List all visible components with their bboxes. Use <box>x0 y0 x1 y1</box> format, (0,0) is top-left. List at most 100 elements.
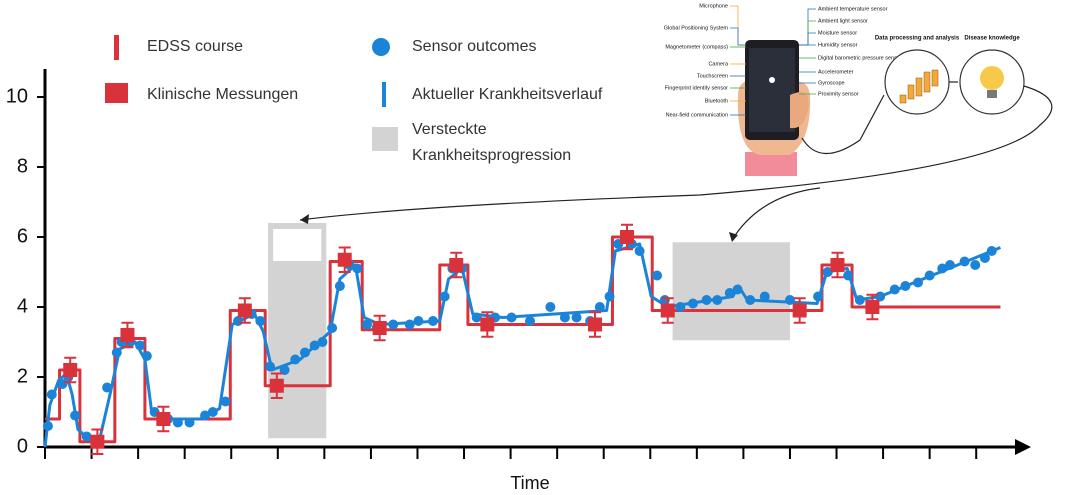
cuff <box>745 152 797 176</box>
arrow <box>732 188 820 240</box>
sensor-outcome <box>428 316 438 326</box>
clinical-measurement <box>830 258 844 272</box>
sensor-outcome <box>142 351 152 361</box>
sensor-outcome <box>970 260 980 270</box>
figure: Time 0246810MicrophoneGlobal Positioning… <box>0 0 1079 495</box>
sensor-outcome <box>560 313 570 323</box>
sensor-outcome <box>362 320 372 330</box>
boxplot-icon <box>916 78 922 96</box>
sensor-outcome <box>760 292 770 302</box>
y-tick-label: 2 <box>17 365 28 387</box>
sensor-outcome <box>388 320 398 330</box>
sensor-label: Magnetometer (compass) <box>665 44 728 50</box>
sensor-outcome <box>595 302 605 312</box>
sensor-outcome <box>525 316 535 326</box>
sensor-outcome <box>265 362 275 372</box>
sensor-label: Bluetooth <box>705 98 728 104</box>
legend-label: Aktueller Krankheitsverlauf <box>412 82 602 108</box>
legend-swatch <box>114 35 119 60</box>
sensor-label: Moisture sensor <box>818 30 857 36</box>
sensor-outcome <box>327 323 337 333</box>
clinical-measurement <box>90 435 104 449</box>
sensor-label: Proximity sensor <box>818 91 859 97</box>
sensor-outcome <box>688 299 698 309</box>
clinical-measurement <box>620 230 634 244</box>
sensor-outcome <box>925 271 935 281</box>
sensor-outcome <box>317 337 327 347</box>
sensor-outcome <box>135 341 145 351</box>
clinical-measurement <box>63 363 77 377</box>
boxplot-icon <box>900 95 906 103</box>
sensor-outcome <box>173 418 183 428</box>
sensor-outcome <box>733 285 743 295</box>
clinical-measurement <box>156 412 170 426</box>
legend-label: Klinische Messungen <box>147 82 298 108</box>
clinical-measurement <box>865 300 879 314</box>
sensor-outcome <box>440 292 450 302</box>
sensor-outcome <box>945 260 955 270</box>
sensor-outcome <box>545 302 555 312</box>
sensor-outcome <box>635 246 645 256</box>
y-tick-label: 4 <box>17 295 28 317</box>
sensor-label: Ambient light sensor <box>818 18 868 24</box>
sensor-outcome <box>712 295 722 305</box>
sensor-outcome <box>652 271 662 281</box>
legend-swatch <box>105 83 128 103</box>
sensor-outcome <box>255 316 265 326</box>
series-line <box>45 244 1000 447</box>
sensor-outcome <box>70 411 80 421</box>
legend-swatch <box>372 127 398 151</box>
sensor-label: Global Positioning System <box>664 25 729 31</box>
sensor-outcome <box>900 281 910 291</box>
sensor-connector <box>799 33 816 45</box>
sensor-outcome <box>472 313 482 323</box>
phone-screen <box>749 48 795 132</box>
sensor-outcome <box>208 407 218 417</box>
arrowhead <box>300 214 309 224</box>
legend-swatch <box>382 82 386 107</box>
boxplot-icon <box>908 85 914 99</box>
sensor-outcome <box>675 302 685 312</box>
clinical-measurement <box>793 304 807 318</box>
sensor-label: Digital barometric pressure sensor <box>818 55 902 61</box>
sensor-label: Ambient temperature sensor <box>818 6 888 12</box>
clinical-measurement <box>120 328 134 342</box>
clinical-measurement <box>480 318 494 332</box>
x-axis-label: Time <box>510 473 549 493</box>
sensor-outcome <box>112 348 122 358</box>
y-tick-label: 6 <box>17 225 28 247</box>
sensor-outcome <box>82 432 92 442</box>
sensor-outcome <box>507 313 517 323</box>
clinical-measurement <box>661 304 675 318</box>
clinical-measurement <box>373 321 387 335</box>
sensor-outcome <box>220 397 230 407</box>
sensor-outcome <box>43 421 53 431</box>
sensor-label: Accelerometer <box>818 69 854 75</box>
sensor-outcome <box>405 320 415 330</box>
sensor-outcome <box>290 355 300 365</box>
clinical-measurement <box>338 253 352 267</box>
clinical-measurement <box>588 318 602 332</box>
sensor-label: Near-field communication <box>666 112 728 118</box>
y-tick-label: 8 <box>17 155 28 177</box>
sensor-outcome <box>185 418 195 428</box>
sensor-outcome <box>335 281 345 291</box>
series-line <box>45 237 1000 442</box>
cable <box>802 95 884 154</box>
sensor-outcome <box>890 285 900 295</box>
sensor-outcome <box>47 390 57 400</box>
clinical-measurement <box>270 379 284 393</box>
sensor-outcome <box>300 348 310 358</box>
legend-label: Sensor outcomes <box>412 34 537 60</box>
sensor-outcome <box>813 292 823 302</box>
legend-swatch <box>372 38 390 56</box>
sensor-label: Camera <box>708 61 729 67</box>
sensor-outcome <box>413 316 423 326</box>
legend-label: EDSS course <box>147 34 243 60</box>
y-tick-label: 10 <box>6 85 28 107</box>
sensor-connector <box>799 9 816 45</box>
boxplot-icon <box>924 72 930 92</box>
bulb-base <box>987 90 997 98</box>
sensor-outcome <box>702 295 712 305</box>
x-axis-arrow <box>1015 439 1031 455</box>
